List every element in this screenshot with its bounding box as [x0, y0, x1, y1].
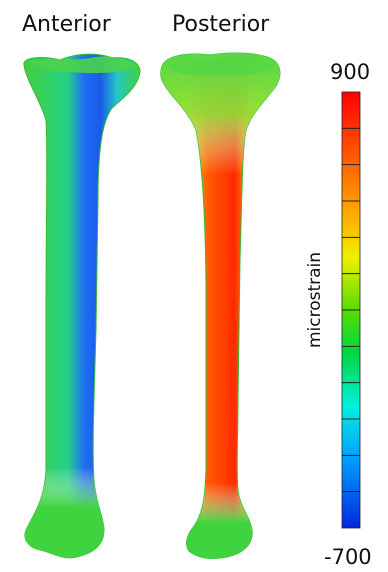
label-posterior: Posterior	[172, 12, 270, 37]
posterior-bone	[160, 52, 281, 559]
colorbar-unit-label: microstrain	[305, 251, 325, 349]
colorbar	[341, 91, 361, 529]
colorbar-min-label: -700	[324, 545, 372, 569]
colorbar-max-label: 900	[330, 60, 371, 84]
label-anterior: Anterior	[22, 12, 111, 37]
anterior-bone	[23, 53, 141, 559]
colorbar-ticks	[342, 127, 360, 493]
